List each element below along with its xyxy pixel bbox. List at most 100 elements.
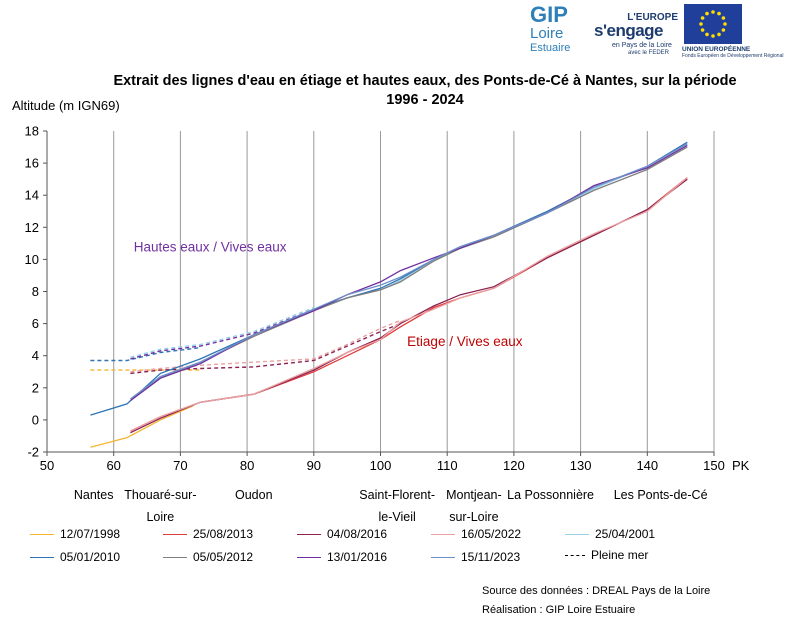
location-label-4: Montjean- sur-Loire bbox=[446, 488, 502, 524]
y-tick-label-4: 6 bbox=[32, 316, 39, 331]
x-tick-label-0: 50 bbox=[40, 458, 54, 473]
location-label-6: Les Ponts-de-Cé bbox=[613, 488, 708, 502]
logos: GIP Loire Estuaire L'EUROPE s'engage en … bbox=[520, 4, 790, 60]
legend-swatch-7 bbox=[297, 557, 321, 559]
series-line-8 bbox=[130, 143, 688, 400]
eu-star bbox=[717, 11, 721, 16]
legend-label-3: 16/05/2022 bbox=[461, 527, 522, 541]
legend-item-1: 25/08/2013 bbox=[163, 527, 253, 541]
y-tick-label-10: 18 bbox=[25, 124, 39, 139]
pleine-mer-line-3 bbox=[130, 322, 401, 375]
chart-title: Extrait des lignes d'eau en étiage et ha… bbox=[113, 73, 737, 108]
legend-label-1: 25/08/2013 bbox=[193, 527, 254, 541]
x-tick-label-6: 110 bbox=[437, 458, 458, 473]
eu-star bbox=[705, 11, 709, 16]
eu-star bbox=[721, 16, 726, 20]
legend-label-7: 13/01/2016 bbox=[327, 550, 388, 564]
eu-star bbox=[705, 32, 709, 37]
eu-logo-line1: UNION EUROPÉENNE bbox=[682, 46, 751, 53]
legend-label-5: 05/01/2010 bbox=[60, 550, 121, 564]
y-tick-label-1: 0 bbox=[32, 412, 39, 427]
location-label-3: Saint-Florent- le-Vieil bbox=[359, 488, 436, 524]
legend-swatch-0 bbox=[30, 534, 54, 536]
series-line-1 bbox=[130, 176, 688, 432]
eu-star bbox=[723, 22, 727, 26]
eu-star bbox=[700, 16, 705, 20]
europe-logo-line3: en Pays de la Loire bbox=[612, 42, 672, 49]
location-label-5: La Possonnière bbox=[507, 488, 595, 502]
y-tick-label-2: 2 bbox=[32, 380, 39, 395]
legend-item-5: 05/01/2010 bbox=[30, 550, 120, 564]
legend-label-pleine-mer: Pleine mer bbox=[591, 548, 649, 562]
europe-sengage-logo: L'EUROPE s'engage en Pays de la Loire av… bbox=[594, 10, 684, 56]
eu-star bbox=[700, 28, 705, 32]
legend-label-6: 05/05/2012 bbox=[193, 550, 254, 564]
eu-flag-icon bbox=[684, 4, 742, 44]
realisation-note: Réalisation : GIP Loire Estuaire bbox=[482, 604, 636, 616]
series-line-0 bbox=[90, 404, 194, 448]
location-label-1: Thouaré-sur- Loire bbox=[124, 488, 197, 524]
legend-swatch-5 bbox=[30, 557, 54, 559]
gip-logo-line3: Estuaire bbox=[530, 42, 571, 54]
x-tick-label-3: 80 bbox=[240, 458, 254, 473]
y-tick-label-9: 16 bbox=[25, 156, 39, 171]
x-tick-label-10: 150 bbox=[703, 458, 725, 473]
gip-loire-estuaire-logo: GIP Loire Estuaire bbox=[530, 4, 588, 58]
europe-logo-line2: s'engage bbox=[594, 21, 664, 40]
pleine-mer-line-5 bbox=[130, 306, 315, 358]
legend-item-9: Pleine mer bbox=[565, 548, 648, 562]
x-axis-label: PK bbox=[732, 458, 750, 473]
y-tick-label-8: 14 bbox=[25, 188, 39, 203]
annotation-1: Etiage / Vives eaux bbox=[407, 334, 523, 349]
x-tick-label-4: 90 bbox=[307, 458, 321, 473]
x-tick-label-7: 120 bbox=[503, 458, 525, 473]
europe-logo-line4: avec le FEDER bbox=[628, 50, 670, 56]
legend-swatch-2 bbox=[297, 534, 321, 536]
legend-item-2: 04/08/2016 bbox=[297, 527, 387, 541]
y-tick-label-0: -2 bbox=[27, 445, 39, 460]
series-line-7 bbox=[130, 144, 688, 402]
eu-stars-icon bbox=[699, 10, 727, 38]
eu-logo-line2: Fonds Européen de Développement Régional bbox=[682, 53, 784, 59]
eu-star bbox=[711, 10, 715, 14]
annotation-0: Hautes eaux / Vives eaux bbox=[134, 239, 287, 254]
series-line-3 bbox=[130, 177, 688, 432]
y-tick-label-3: 4 bbox=[32, 348, 39, 363]
legend-item-7: 13/01/2016 bbox=[297, 550, 387, 564]
y-axis-label: Altitude (m IGN69) bbox=[12, 98, 120, 113]
y-tick-label-5: 8 bbox=[32, 284, 39, 299]
legend-swatch-pleine-mer bbox=[565, 555, 585, 557]
pleine-mer-line-1 bbox=[90, 347, 201, 362]
legend-label-4: 25/04/2001 bbox=[595, 527, 656, 541]
x-tick-label-2: 70 bbox=[173, 458, 187, 473]
source-note: Source des données : DREAL Pays de la Lo… bbox=[482, 585, 711, 597]
legend-swatch-6 bbox=[163, 557, 187, 559]
location-label-0: Nantes bbox=[73, 488, 114, 502]
legend-swatch-4 bbox=[565, 534, 589, 536]
europe-logo-line1: L'EUROPE bbox=[627, 12, 678, 23]
pleine-mer-line-2 bbox=[130, 308, 315, 360]
y-tick-label-7: 12 bbox=[25, 220, 39, 235]
series-line-2 bbox=[130, 178, 688, 434]
eu-star bbox=[721, 28, 726, 32]
eu-star bbox=[711, 34, 715, 38]
gip-logo-line1: GIP bbox=[530, 2, 568, 27]
legend-swatch-8 bbox=[431, 557, 455, 559]
legend-item-6: 05/05/2012 bbox=[163, 550, 253, 564]
legend-label-8: 15/11/2023 bbox=[461, 550, 521, 564]
x-tick-label-5: 100 bbox=[370, 458, 392, 473]
gip-logo-line2: Loire bbox=[530, 25, 564, 42]
pleine-mer-line-4 bbox=[130, 319, 401, 373]
x-tick-label-8: 130 bbox=[570, 458, 592, 473]
location-label-2: Oudon bbox=[235, 488, 273, 502]
legend-label-0: 12/07/1998 bbox=[60, 527, 121, 541]
legend-item-3: 16/05/2022 bbox=[431, 527, 521, 541]
legend-item-8: 15/11/2023 bbox=[431, 550, 520, 564]
eu-star bbox=[699, 22, 703, 26]
y-tick-label-6: 10 bbox=[25, 252, 39, 267]
legend-swatch-3 bbox=[431, 534, 455, 536]
legend-item-0: 12/07/1998 bbox=[30, 527, 120, 541]
x-tick-label-1: 60 bbox=[106, 458, 120, 473]
chart-svg: -2 0 2 4 6 8 10 12 14 16 18 50 60 70 80 90 100 110 120 130 1… bbox=[25, 124, 750, 474]
legend-item-4: 25/04/2001 bbox=[565, 527, 655, 541]
